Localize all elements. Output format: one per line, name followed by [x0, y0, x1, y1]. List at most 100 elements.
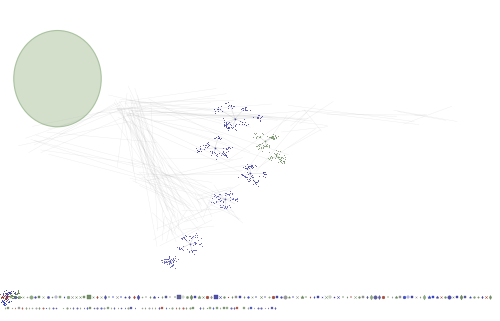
Point — [222, 195, 230, 200]
Point — [132, 91, 140, 96]
Point — [38, 120, 46, 125]
Point — [57, 126, 65, 131]
Point — [192, 221, 200, 227]
Point — [188, 237, 196, 242]
Point — [260, 172, 268, 177]
Point — [426, 115, 434, 120]
Point — [149, 203, 157, 208]
Point — [167, 133, 175, 138]
Point — [104, 117, 112, 122]
Point — [126, 134, 134, 140]
Point — [145, 87, 153, 92]
Point — [51, 139, 59, 144]
Point — [178, 240, 186, 245]
Point — [25, 145, 33, 151]
Point — [147, 211, 155, 216]
Point — [196, 218, 204, 223]
Point — [146, 116, 154, 121]
Point — [120, 94, 128, 99]
Point — [184, 122, 192, 127]
Point — [8, 91, 16, 96]
Point — [277, 158, 285, 163]
Point — [196, 221, 204, 226]
Point — [313, 124, 321, 129]
Point — [135, 75, 143, 80]
Point — [56, 140, 64, 145]
Point — [208, 184, 216, 189]
Point — [306, 140, 314, 145]
Point — [184, 227, 192, 232]
Point — [120, 159, 128, 164]
Point — [338, 129, 346, 134]
Point — [272, 135, 280, 140]
Point — [446, 97, 454, 102]
Point — [114, 108, 122, 113]
Point — [164, 144, 172, 150]
Point — [130, 79, 138, 84]
Point — [150, 142, 158, 147]
Point — [122, 75, 130, 80]
Point — [64, 139, 72, 144]
Point — [168, 235, 176, 240]
Point — [124, 79, 132, 84]
Point — [162, 126, 170, 131]
Point — [156, 86, 164, 91]
Point — [152, 187, 160, 192]
Point — [220, 120, 228, 125]
Point — [132, 70, 140, 75]
Point — [138, 199, 146, 204]
Point — [437, 130, 445, 135]
Point — [260, 171, 268, 176]
Point — [0, 293, 6, 299]
Point — [187, 221, 195, 227]
Point — [81, 145, 89, 151]
Point — [228, 294, 236, 299]
Point — [224, 194, 232, 199]
Point — [40, 124, 48, 129]
Point — [125, 100, 133, 105]
Point — [290, 91, 298, 96]
Point — [104, 119, 112, 124]
Point — [146, 163, 154, 168]
Point — [152, 179, 160, 184]
Point — [2, 161, 10, 166]
Point — [466, 126, 474, 131]
Point — [304, 124, 312, 129]
Point — [112, 150, 120, 155]
Point — [152, 169, 160, 175]
Point — [162, 256, 170, 262]
Point — [17, 294, 25, 299]
Point — [90, 117, 98, 122]
Point — [308, 133, 316, 138]
Point — [126, 195, 134, 200]
Point — [117, 142, 125, 147]
Point — [64, 92, 72, 97]
Point — [145, 160, 153, 165]
Point — [88, 115, 96, 120]
Point — [394, 118, 402, 123]
Point — [106, 137, 114, 142]
Point — [310, 131, 318, 136]
Point — [24, 168, 32, 173]
Point — [12, 158, 20, 163]
Point — [194, 224, 202, 229]
Point — [134, 118, 142, 123]
Point — [184, 193, 192, 198]
Point — [140, 203, 147, 208]
Point — [183, 132, 191, 137]
Point — [92, 117, 100, 122]
Point — [121, 114, 129, 119]
Point — [268, 134, 276, 139]
Point — [161, 174, 169, 179]
Point — [150, 221, 158, 226]
Point — [148, 131, 156, 136]
Point — [366, 86, 374, 91]
Point — [210, 202, 218, 207]
Point — [145, 163, 153, 169]
Point — [98, 115, 106, 120]
Point — [146, 294, 154, 299]
Point — [126, 131, 134, 136]
Point — [188, 207, 196, 212]
Point — [236, 207, 244, 213]
Point — [115, 122, 123, 127]
